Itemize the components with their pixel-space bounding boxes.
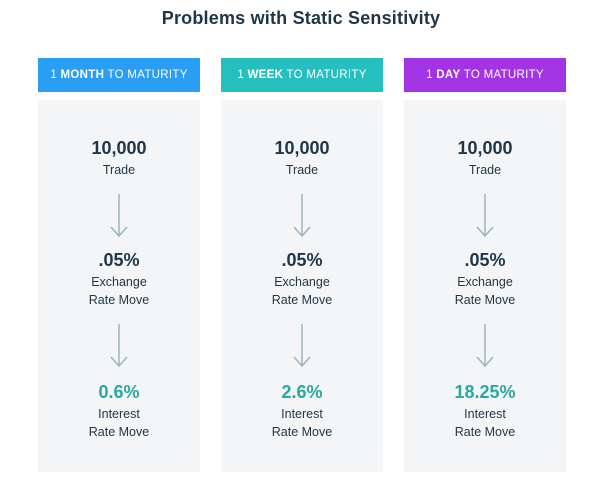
down-arrow-icon xyxy=(476,324,494,368)
interest-rate-value: 18.25% xyxy=(454,382,516,402)
exchange-rate-block: .05% Exchange Rate Move xyxy=(38,250,200,309)
exchange-rate-label-line-2: Rate Move xyxy=(88,293,150,307)
header-prefix: 1 xyxy=(237,69,248,81)
down-arrow-icon xyxy=(110,194,128,238)
column-header: 1 WEEK TO MATURITY xyxy=(221,58,383,92)
interest-rate-label-line-1: Interest xyxy=(464,407,506,421)
header-unit: WEEK xyxy=(247,69,284,81)
interest-rate-label-line-2: Rate Move xyxy=(88,425,150,439)
trade-label: Trade xyxy=(468,163,502,177)
column-header: 1 MONTH TO MATURITY xyxy=(38,58,200,92)
down-arrow-icon xyxy=(293,194,311,238)
interest-rate-value: 2.6% xyxy=(281,382,323,402)
trade-label: Trade xyxy=(285,163,319,177)
header-suffix: TO MATURITY xyxy=(283,69,367,81)
header-prefix: 1 xyxy=(50,69,61,81)
column-header: 1 DAY TO MATURITY xyxy=(404,58,566,92)
trade-value: 10,000 xyxy=(274,138,330,158)
down-arrow-icon xyxy=(110,324,128,368)
trade-value: 10,000 xyxy=(91,138,147,158)
column-3-day: 1 DAY TO MATURITY 10,000 Trade .05% Exch… xyxy=(404,58,566,472)
column-2-week: 1 WEEK TO MATURITY 10,000 Trade .05% Exc… xyxy=(221,58,383,472)
trade-block: 10,000 Trade xyxy=(38,138,200,179)
trade-block: 10,000 Trade xyxy=(404,138,566,179)
column-panel: 10,000 Trade .05% Exchange Rate Move 0.6… xyxy=(38,100,200,472)
column-panel: 10,000 Trade .05% Exchange Rate Move 2.6… xyxy=(221,100,383,472)
exchange-rate-block: .05% Exchange Rate Move xyxy=(404,250,566,309)
exchange-rate-value: .05% xyxy=(281,250,323,270)
exchange-rate-value: .05% xyxy=(98,250,140,270)
exchange-rate-block: .05% Exchange Rate Move xyxy=(221,250,383,309)
down-arrow-icon xyxy=(476,194,494,238)
interest-rate-block: 18.25% Interest Rate Move xyxy=(404,382,566,441)
exchange-rate-label-line-1: Exchange xyxy=(91,275,147,289)
column-1-month: 1 MONTH TO MATURITY 10,000 Trade .05% Ex… xyxy=(38,58,200,472)
trade-label: Trade xyxy=(102,163,136,177)
interest-rate-block: 0.6% Interest Rate Move xyxy=(38,382,200,441)
header-unit: DAY xyxy=(436,69,461,81)
header-suffix: TO MATURITY xyxy=(104,69,188,81)
exchange-rate-label-line-2: Rate Move xyxy=(271,293,333,307)
exchange-rate-value: .05% xyxy=(464,250,506,270)
trade-value: 10,000 xyxy=(457,138,513,158)
exchange-rate-label-line-1: Exchange xyxy=(274,275,330,289)
interest-rate-label-line-2: Rate Move xyxy=(271,425,333,439)
header-unit: MONTH xyxy=(60,69,105,81)
header-suffix: TO MATURITY xyxy=(460,69,544,81)
down-arrow-icon xyxy=(293,324,311,368)
column-panel: 10,000 Trade .05% Exchange Rate Move 18.… xyxy=(404,100,566,472)
exchange-rate-label-line-1: Exchange xyxy=(457,275,513,289)
trade-block: 10,000 Trade xyxy=(221,138,383,179)
exchange-rate-label-line-2: Rate Move xyxy=(454,293,516,307)
interest-rate-label-line-1: Interest xyxy=(281,407,323,421)
interest-rate-value: 0.6% xyxy=(98,382,140,402)
interest-rate-label-line-1: Interest xyxy=(98,407,140,421)
interest-rate-label-line-2: Rate Move xyxy=(454,425,516,439)
page-title: Problems with Static Sensitivity xyxy=(161,8,441,28)
header-prefix: 1 xyxy=(426,69,437,81)
interest-rate-block: 2.6% Interest Rate Move xyxy=(221,382,383,441)
